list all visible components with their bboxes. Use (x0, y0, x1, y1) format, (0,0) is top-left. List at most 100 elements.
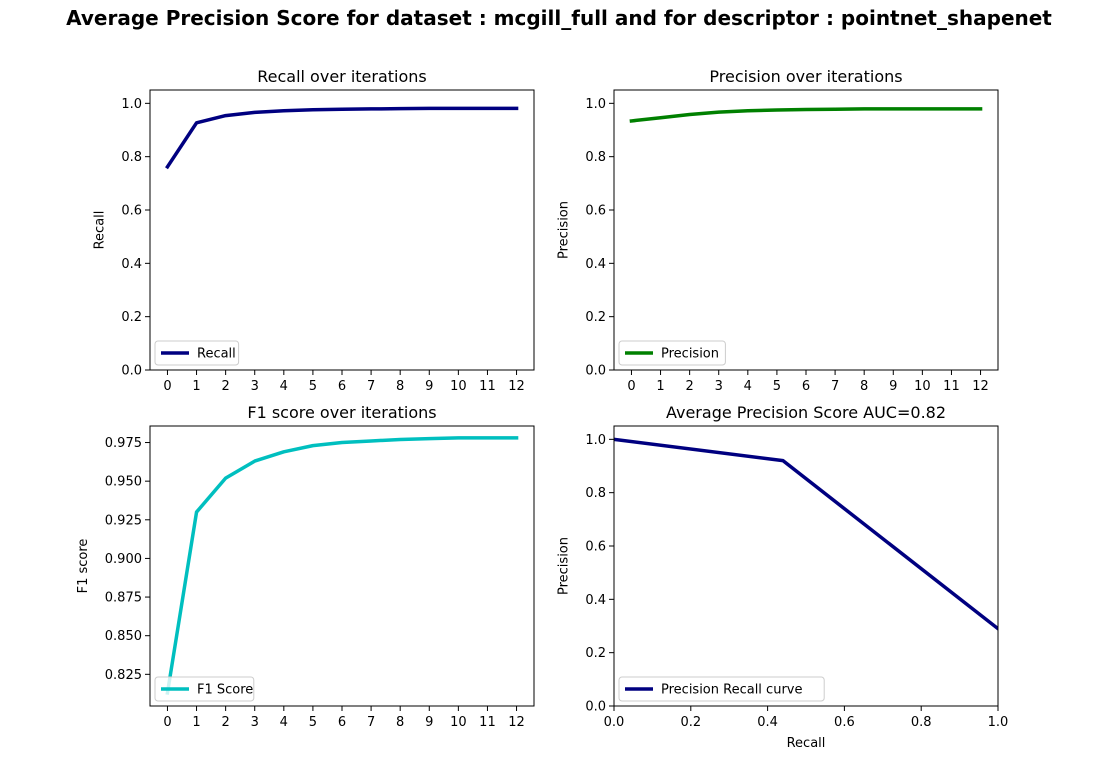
x-tick-label: 0.4 (757, 715, 778, 730)
x-tick-label: 12 (972, 379, 989, 394)
series-line (614, 437, 998, 631)
x-tick-label: 8 (860, 379, 868, 394)
x-tick-label: 11 (943, 379, 960, 394)
y-tick-label: 0.4 (121, 257, 142, 272)
subplot-title: Average Precision Score AUC=0.82 (666, 403, 946, 422)
y-tick-label: 0.0 (585, 364, 606, 379)
y-axis-label: Precision (556, 201, 571, 259)
x-tick-label: 7 (367, 715, 375, 730)
legend-label: Recall (197, 347, 236, 362)
legend-label: Precision Recall curve (661, 683, 802, 698)
y-tick-label: 0.4 (585, 593, 606, 608)
x-tick-label: 6 (338, 715, 346, 730)
x-tick-label: 1 (192, 379, 200, 394)
legend-box (618, 676, 825, 702)
y-axis-label: Precision (556, 537, 571, 595)
y-tick-label: 0.2 (585, 310, 606, 325)
x-tick-label: 0 (627, 379, 635, 394)
x-tick-label: 3 (715, 379, 723, 394)
x-tick-label: 7 (367, 379, 375, 394)
axes-frame (613, 425, 999, 707)
y-tick-label: 0.0 (121, 364, 142, 379)
x-tick-label: 5 (309, 715, 317, 730)
y-tick-label: 0.950 (105, 475, 142, 490)
x-tick-label: 6 (802, 379, 810, 394)
y-tick-label: 0.4 (585, 257, 606, 272)
y-axis-label: Recall (92, 211, 107, 250)
y-tick-label: 0.925 (105, 513, 142, 528)
x-tick-label: 10 (450, 715, 467, 730)
y-tick-label: 0.875 (105, 591, 142, 606)
x-tick-label: 3 (251, 715, 259, 730)
y-tick-label: 0.8 (585, 150, 606, 165)
y-tick-label: 0.850 (105, 629, 142, 644)
x-tick-label: 7 (831, 379, 839, 394)
y-tick-label: 0.8 (585, 486, 606, 501)
x-tick-label: 5 (309, 379, 317, 394)
legend-box (618, 340, 726, 366)
y-tick-label: 1.0 (585, 433, 606, 448)
y-tick-label: 0.2 (121, 310, 142, 325)
figure-title: Average Precision Score for dataset : mc… (66, 6, 1052, 30)
x-tick-label: 2 (685, 379, 693, 394)
legend-label: Precision (661, 347, 719, 362)
x-tick-label: 6 (338, 379, 346, 394)
legend: F1 Score (154, 676, 255, 702)
y-tick-label: 0.6 (121, 204, 142, 219)
y-tick-label: 0.2 (585, 646, 606, 661)
legend: Precision (618, 340, 726, 366)
x-tick-label: 3 (251, 379, 259, 394)
axes-frame (613, 89, 999, 371)
legend-box (154, 676, 255, 702)
x-tick-label: 0 (163, 379, 171, 394)
x-tick-label: 0.2 (680, 715, 701, 730)
x-tick-label: 0 (163, 715, 171, 730)
x-tick-label: 10 (914, 379, 931, 394)
subplot-title: F1 score over iterations (247, 403, 436, 422)
x-tick-label: 1 (192, 715, 200, 730)
x-tick-label: 0.8 (911, 715, 932, 730)
y-tick-label: 0.6 (585, 540, 606, 555)
legend: Precision Recall curve (618, 676, 825, 702)
x-tick-label: 10 (450, 379, 467, 394)
y-tick-label: 0.6 (585, 204, 606, 219)
x-tick-label: 4 (280, 715, 288, 730)
subplot-4: Average Precision Score AUC=0.82 0.0 0.2 0.… (556, 403, 1008, 751)
x-tick-label: 8 (396, 715, 404, 730)
y-tick-label: 1.0 (585, 97, 606, 112)
y-tick-label: 0.825 (105, 668, 142, 683)
x-tick-label: 1 (656, 379, 664, 394)
x-tick-label: 2 (221, 715, 229, 730)
legend-box (154, 340, 240, 366)
x-tick-label: 11 (479, 379, 496, 394)
axes-frame (149, 89, 535, 371)
x-tick-label: 11 (479, 715, 496, 730)
axes-frame (149, 425, 535, 707)
legend: Recall (154, 340, 240, 366)
x-tick-label: 1.0 (988, 715, 1009, 730)
x-tick-label: 9 (425, 715, 433, 730)
y-tick-label: 0.0 (585, 700, 606, 715)
series-line (165, 106, 519, 170)
series-line (165, 436, 519, 695)
x-axis-label: Recall (787, 736, 826, 751)
x-tick-label: 8 (396, 379, 404, 394)
y-tick-label: 0.8 (121, 150, 142, 165)
x-tick-label: 4 (280, 379, 288, 394)
x-tick-label: 9 (889, 379, 897, 394)
x-tick-label: 12 (508, 715, 525, 730)
x-tick-label: 12 (508, 379, 525, 394)
x-tick-label: 4 (744, 379, 752, 394)
legend-label: F1 Score (197, 683, 253, 698)
x-tick-label: 9 (425, 379, 433, 394)
x-tick-label: 5 (773, 379, 781, 394)
x-tick-label: 0.0 (604, 715, 625, 730)
series-line (629, 107, 983, 123)
x-tick-label: 0.6 (834, 715, 855, 730)
x-tick-label: 2 (221, 379, 229, 394)
